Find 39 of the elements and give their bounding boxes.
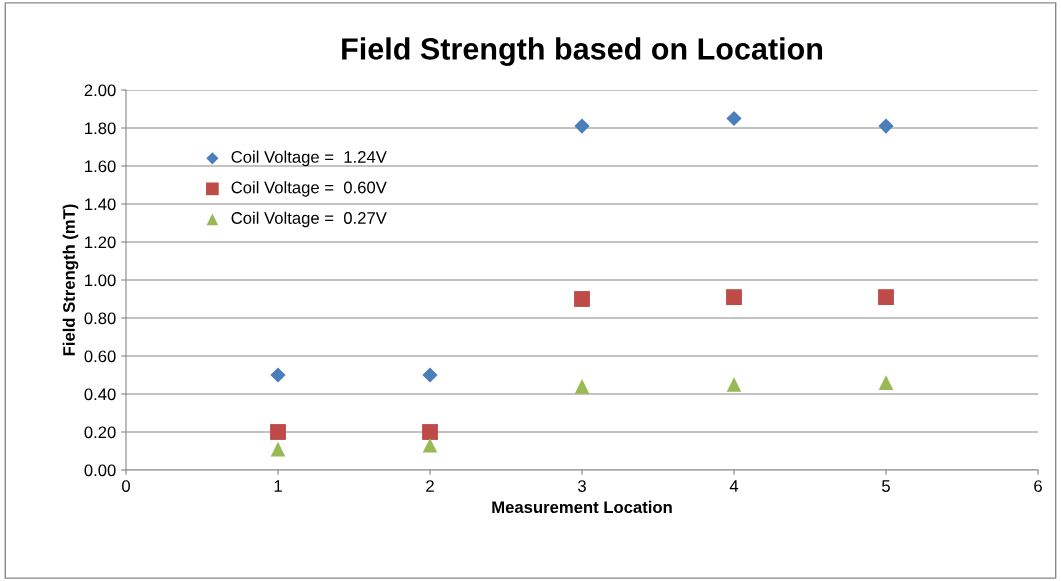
y-tick-label: 2.00 <box>84 84 116 97</box>
x-tick-label: 5 <box>882 480 890 492</box>
y-tick-label: 0.60 <box>84 350 116 363</box>
x-tick-label: 1 <box>274 480 282 492</box>
x-tick-label: 3 <box>578 480 586 492</box>
y-tick-label: 1.00 <box>85 274 116 287</box>
y-tick-label: 1.80 <box>85 122 116 135</box>
y-tick-label: 1.40 <box>85 198 116 211</box>
point <box>422 438 438 453</box>
point <box>422 424 438 440</box>
y-tick-label: 0.00 <box>84 464 116 477</box>
point <box>878 118 894 134</box>
point <box>878 375 894 390</box>
point <box>878 289 894 306</box>
y-tick-label: 1.60 <box>85 160 116 173</box>
x-tick-label: 2 <box>426 480 434 492</box>
point <box>574 118 590 134</box>
legend-label: Coil Voltage = 1.24V <box>231 150 387 167</box>
point <box>270 424 286 440</box>
point <box>726 289 742 306</box>
x-tick-label: 4 <box>729 480 739 492</box>
y-tick-label: 0.80 <box>84 312 116 325</box>
point <box>726 110 742 127</box>
point <box>422 367 438 383</box>
y-tick-label: 0.40 <box>84 388 116 401</box>
point <box>726 377 742 392</box>
y-axis-title: Field Strength (mT) <box>62 204 79 356</box>
legend-label: Coil Voltage = 0.27V <box>231 211 387 228</box>
x-tick-label: 0 <box>122 480 130 492</box>
point <box>270 367 286 383</box>
x-tick-label: 6 <box>1034 480 1042 492</box>
y-tick-label: 1.20 <box>85 236 116 249</box>
chart-title: Field Strength based on Location <box>342 37 823 66</box>
legend-label: Coil Voltage = 0.60V <box>231 181 387 197</box>
point <box>270 441 286 457</box>
x-axis-title: Measurement Location <box>492 500 672 514</box>
point <box>574 379 590 394</box>
y-tick-label: 0.20 <box>84 426 116 439</box>
point <box>574 291 590 307</box>
